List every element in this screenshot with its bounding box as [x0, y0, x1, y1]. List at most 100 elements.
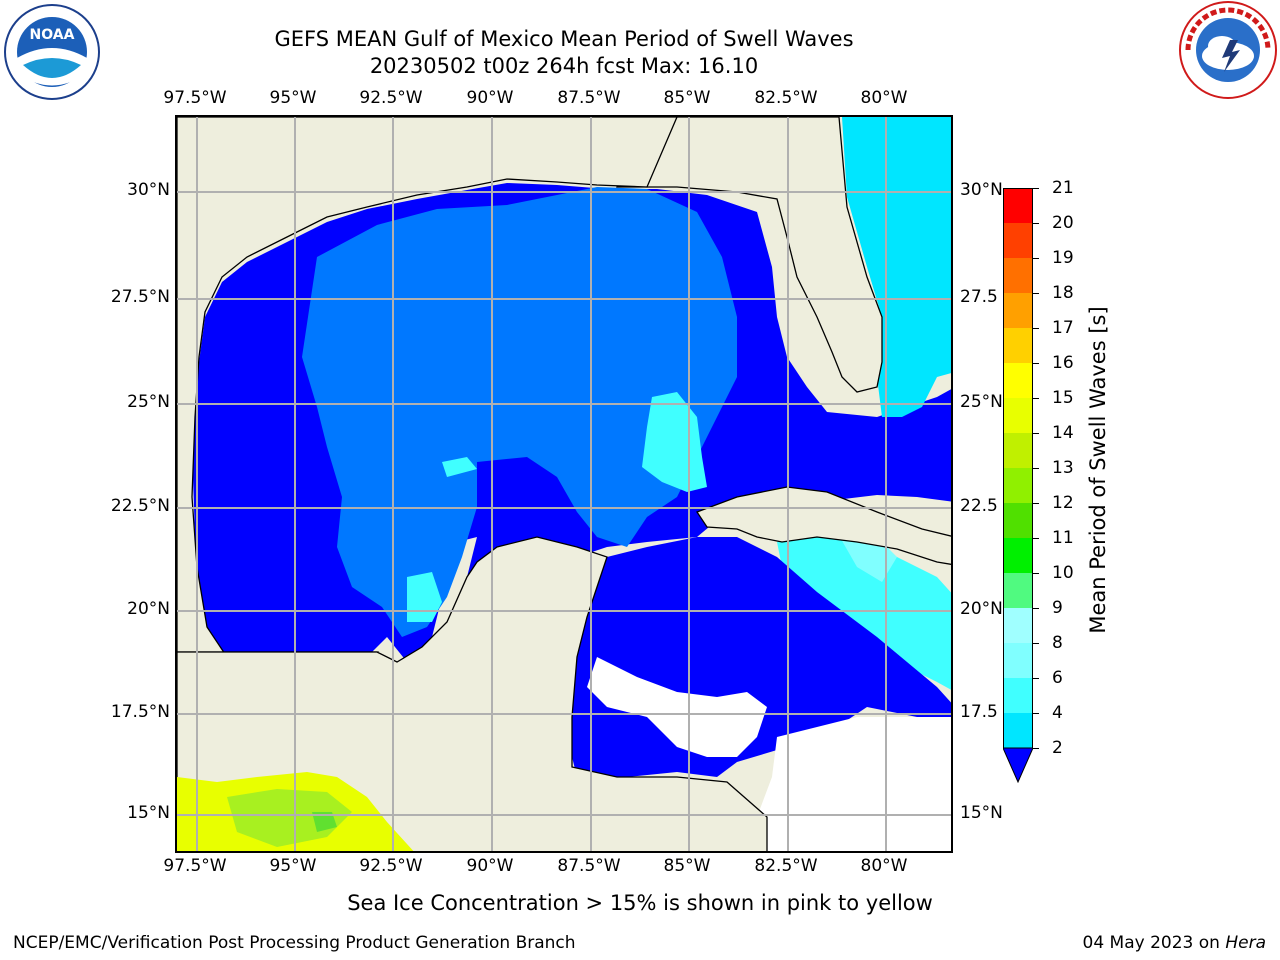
- colorbar-tick-mark: [1033, 433, 1039, 434]
- colorbar-tick-mark: [1033, 503, 1039, 504]
- colorbar-segment: [1003, 713, 1033, 749]
- swell-cyan-region: [407, 572, 442, 622]
- colorbar-tick-mark: [1033, 258, 1039, 259]
- colorbar-tick-label: 8: [1052, 633, 1063, 653]
- colorbar-tick-label: 9: [1052, 598, 1063, 618]
- colorbar-tick-label: 10: [1052, 563, 1074, 583]
- lat-label-left: 20°N: [127, 599, 170, 619]
- colorbar-tick-label: 11: [1052, 528, 1074, 548]
- sea-ice-green-region: [227, 789, 352, 847]
- lon-label-top: 82.5°W: [754, 88, 818, 108]
- lat-label-right: 25°N: [960, 392, 1003, 412]
- lat-label-left: 15°N: [127, 803, 170, 823]
- colorbar-segment: [1003, 258, 1033, 294]
- colorbar-segment: [1003, 398, 1033, 434]
- colorbar-segment: [1003, 538, 1033, 574]
- lat-label-right: 17.5: [960, 702, 998, 722]
- lon-label-top: 90°W: [466, 88, 514, 108]
- colorbar-tick-label: 18: [1052, 283, 1074, 303]
- map-canvas: [177, 117, 951, 851]
- sea-ice-footnote: Sea Ice Concentration > 15% is shown in …: [347, 891, 933, 915]
- lat-label-left: 27.5°N: [110, 287, 170, 307]
- date-text: 04 May 2023 on Hera: [1082, 933, 1267, 953]
- colorbar-tick-mark: [1033, 363, 1039, 364]
- colorbar-tick-mark: [1033, 188, 1039, 189]
- nws-logo-icon: [1178, 0, 1278, 104]
- lon-label-top: 95°W: [269, 88, 317, 108]
- lat-label-left: 22.5°N: [110, 496, 170, 516]
- no-data-region: [757, 717, 951, 851]
- colorbar-tick-mark: [1033, 713, 1039, 714]
- colorbar-segment: [1003, 678, 1033, 714]
- lon-label-bottom: 92.5°W: [359, 856, 423, 876]
- caribbean-cyan-region: [777, 527, 951, 690]
- colorbar: [1003, 188, 1033, 783]
- lat-label-left: 30°N: [127, 180, 170, 200]
- colorbar-label: Mean Period of Swell Waves [s]: [1086, 306, 1110, 634]
- colorbar-segment: [1003, 328, 1033, 364]
- lat-label-right: 15°N: [960, 803, 1003, 823]
- colorbar-tick-mark: [1033, 748, 1039, 749]
- no-data-region: [587, 657, 767, 757]
- colorbar-tick-mark: [1033, 538, 1039, 539]
- colorbar-segment: [1003, 293, 1033, 329]
- colorbar-tick-label: 4: [1052, 703, 1063, 723]
- lon-label-bottom: 95°W: [269, 856, 317, 876]
- lat-label-right: 20°N: [960, 599, 1003, 619]
- lat-label-right: 30°N: [960, 180, 1003, 200]
- lon-label-bottom: 97.5°W: [163, 856, 227, 876]
- colorbar-tick-label: 2: [1052, 738, 1063, 758]
- colorbar-tick-label: 16: [1052, 353, 1074, 373]
- colorbar-tick-label: 6: [1052, 668, 1063, 688]
- colorbar-tick-label: 13: [1052, 458, 1074, 478]
- noaa-logo-icon: NOAA: [3, 3, 101, 105]
- map-panel: [175, 115, 953, 853]
- colorbar-segment: [1003, 573, 1033, 609]
- colorbar-tick-label: 19: [1052, 248, 1074, 268]
- lat-label-left: 17.5°N: [110, 702, 170, 722]
- colorbar-extend-triangle: [1003, 747, 1033, 783]
- lat-label-right: 27.5: [960, 287, 998, 307]
- lon-label-bottom: 87.5°W: [557, 856, 621, 876]
- lon-label-top: 92.5°W: [359, 88, 423, 108]
- colorbar-tick-mark: [1033, 643, 1039, 644]
- colorbar-tick-mark: [1033, 398, 1039, 399]
- lat-label-left: 25°N: [127, 392, 170, 412]
- credit-text: NCEP/EMC/Verification Post Processing Pr…: [13, 933, 576, 953]
- colorbar-segment: [1003, 503, 1033, 539]
- colorbar-tick-mark: [1033, 468, 1039, 469]
- sea-ice-dark-region: [312, 812, 337, 832]
- swell-cyan-region: [442, 457, 477, 477]
- svg-text:NOAA: NOAA: [30, 27, 75, 43]
- lon-label-bottom: 85°W: [663, 856, 711, 876]
- colorbar-segment: [1003, 433, 1033, 469]
- colorbar-tick-mark: [1033, 678, 1039, 679]
- colorbar-segment: [1003, 608, 1033, 644]
- lon-label-bottom: 82.5°W: [754, 856, 818, 876]
- colorbar-tick-label: 20: [1052, 213, 1074, 233]
- chart-title: GEFS MEAN Gulf of Mexico Mean Period of …: [274, 27, 854, 51]
- chart-subtitle: 20230502 t00z 264h fcst Max: 16.10: [369, 54, 759, 78]
- colorbar-tick-mark: [1033, 223, 1039, 224]
- florida-land: [616, 117, 883, 393]
- colorbar-segment: [1003, 468, 1033, 504]
- colorbar-tick-mark: [1033, 573, 1039, 574]
- lon-label-top: 87.5°W: [557, 88, 621, 108]
- colorbar-segment: [1003, 188, 1033, 224]
- colorbar-tick-label: 12: [1052, 493, 1074, 513]
- colorbar-segment: [1003, 643, 1033, 679]
- lon-label-top: 80°W: [860, 88, 908, 108]
- colorbar-tick-label: 21: [1052, 178, 1074, 198]
- colorbar-segment: [1003, 363, 1033, 399]
- colorbar-tick-mark: [1033, 328, 1039, 329]
- host-name: Hera: [1225, 933, 1266, 953]
- mexico-land: [177, 536, 768, 851]
- lon-label-top: 85°W: [663, 88, 711, 108]
- cuba-land: [696, 486, 951, 565]
- colorbar-tick-label: 15: [1052, 388, 1074, 408]
- colorbar-tick-label: 14: [1052, 423, 1074, 443]
- lon-label-bottom: 80°W: [860, 856, 908, 876]
- colorbar-tick-mark: [1033, 608, 1039, 609]
- colorbar-tick-label: 17: [1052, 318, 1074, 338]
- colorbar-tick-mark: [1033, 293, 1039, 294]
